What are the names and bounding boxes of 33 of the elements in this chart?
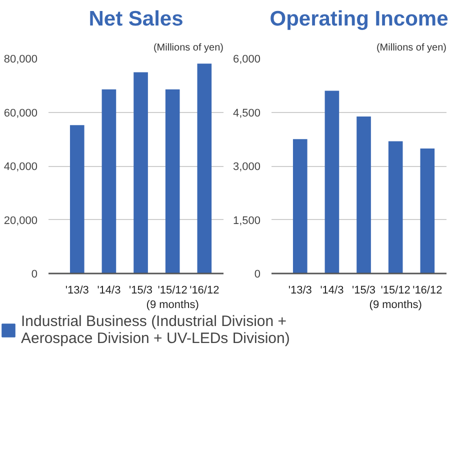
y-tick-label: 40,000 [4, 161, 38, 173]
bar [420, 148, 435, 274]
x-tick-label: '14/3 [320, 284, 344, 296]
x-tick-label: '16/12 [412, 284, 442, 296]
chart-title: Net Sales [88, 8, 184, 30]
bar [356, 116, 371, 274]
y-tick-label: 80,000 [4, 54, 38, 66]
bar [70, 125, 84, 274]
legend-label: Industrial Business (Industrial Division + Aerospace Division + UV-LEDs Division) [21, 313, 290, 347]
x-tick-label: '13/3 [288, 284, 312, 296]
x-tick-label: '13/3 [65, 284, 89, 296]
y-tick-label: 6,000 [232, 54, 261, 66]
bar [292, 139, 308, 274]
chart-title: Operating Income [270, 8, 448, 30]
x-tick-label: '15/3 [352, 284, 376, 296]
y-tick-label: 1,500 [232, 214, 261, 227]
y-tick-label: 3,000 [232, 161, 261, 173]
bar [324, 90, 340, 274]
x-tick-label: '16/12 [190, 284, 220, 296]
y-axis-title: (Millions of yen) [376, 42, 447, 54]
bar [134, 72, 148, 274]
y-tick-label: 4,500 [232, 107, 261, 120]
y-axis-title: (Millions of yen) [153, 42, 224, 54]
bar [197, 64, 212, 274]
bar [102, 89, 116, 274]
bar [388, 141, 403, 274]
y-tick-label: 0 [31, 268, 38, 280]
y-tick-label: 60,000 [4, 107, 38, 120]
y-tick-label: 0 [254, 268, 261, 280]
y-tick-label: 20,000 [4, 214, 38, 227]
x-tick-label: '15/3 [129, 284, 153, 296]
x-tick-label: '14/3 [97, 284, 121, 296]
bar [165, 89, 180, 274]
